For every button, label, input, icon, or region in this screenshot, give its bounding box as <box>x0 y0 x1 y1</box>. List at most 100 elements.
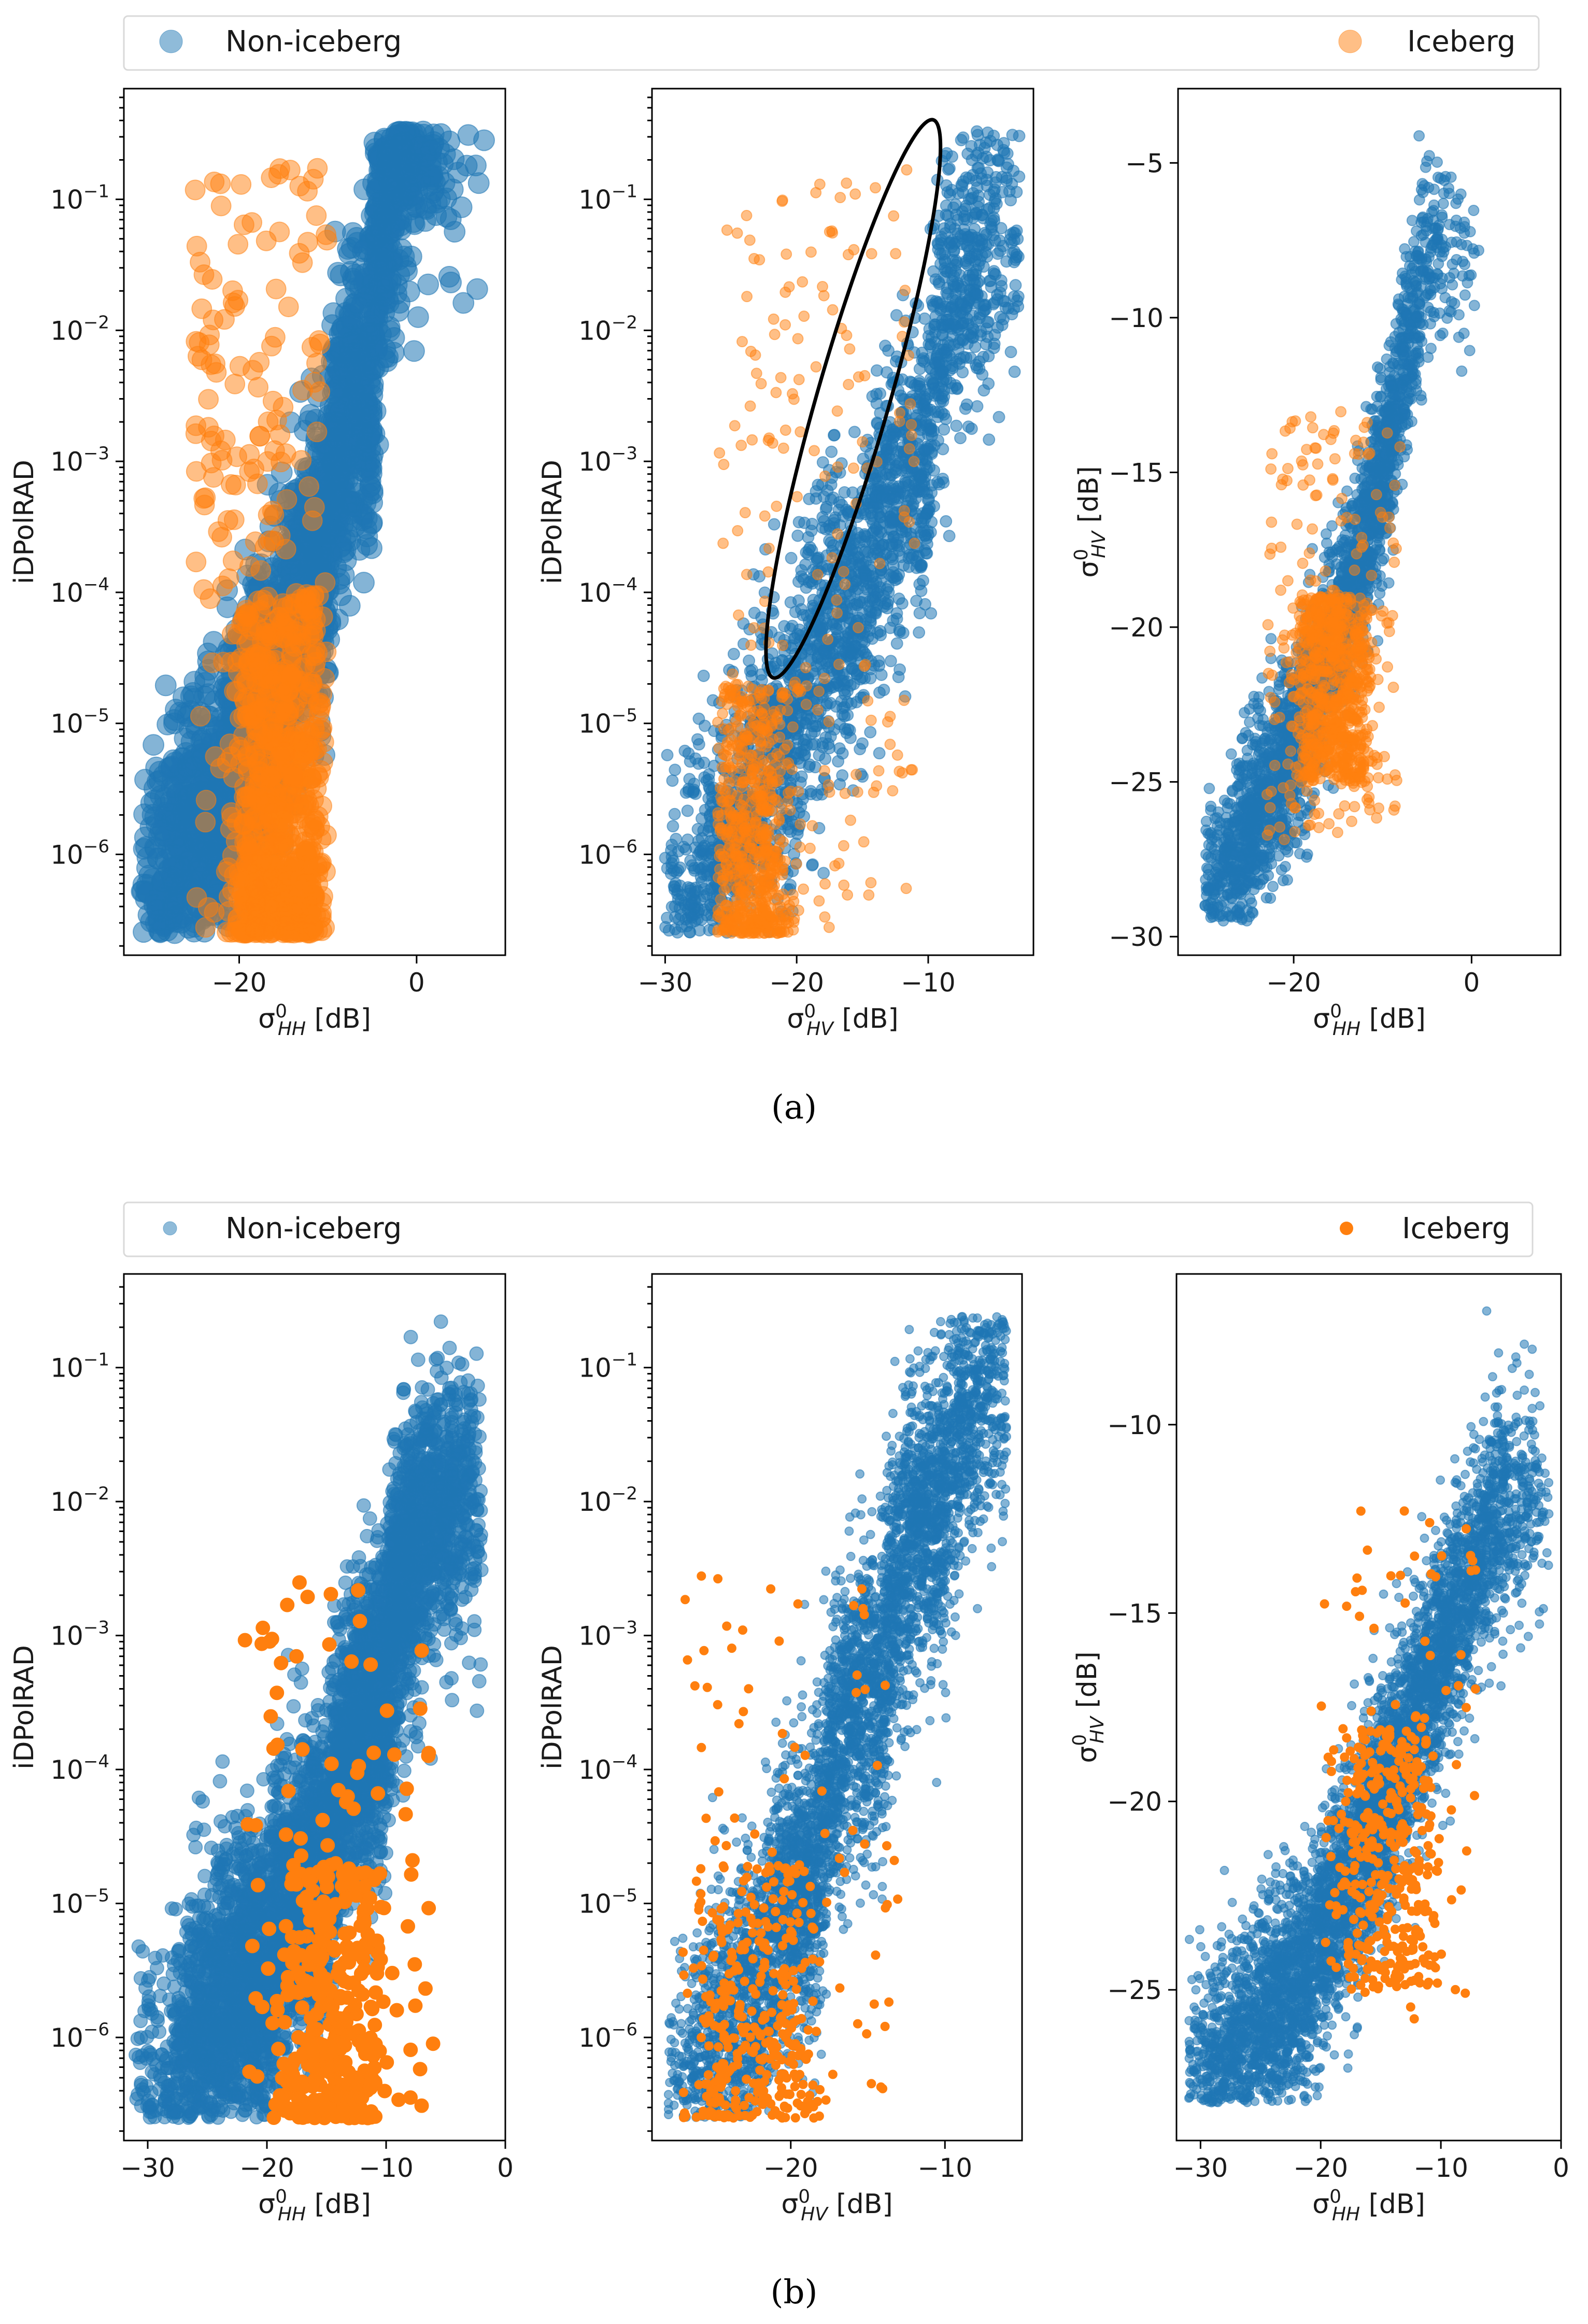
data-point <box>337 392 359 415</box>
data-point <box>281 646 303 667</box>
data-point <box>450 196 473 218</box>
data-point <box>415 145 437 167</box>
data-point <box>785 551 798 564</box>
data-point <box>917 355 930 368</box>
data-point <box>866 390 879 403</box>
data-point <box>943 530 956 543</box>
data-point <box>252 589 274 611</box>
data-point <box>301 645 322 667</box>
data-point <box>361 537 382 559</box>
data-point <box>805 727 818 740</box>
data-point <box>697 670 710 682</box>
data-point <box>361 512 383 534</box>
data-point <box>334 454 356 476</box>
data-point <box>252 724 274 745</box>
data-point <box>237 746 259 768</box>
data-point <box>185 179 206 201</box>
data-point <box>661 912 673 924</box>
data-point <box>256 622 277 644</box>
data-point <box>278 296 299 318</box>
data-point <box>266 409 287 431</box>
data-point <box>403 340 425 362</box>
data-point <box>202 269 223 290</box>
data-point <box>309 692 330 714</box>
data-point <box>894 663 906 676</box>
y-tick-label: 10−1 <box>50 181 109 215</box>
data-point <box>154 674 177 697</box>
data-point <box>306 421 328 443</box>
data-point <box>1008 245 1020 258</box>
data-point <box>263 803 285 825</box>
data-point <box>253 698 275 719</box>
data-point <box>197 897 219 918</box>
data-point <box>217 510 238 531</box>
data-point <box>231 174 252 195</box>
data-point <box>792 575 805 588</box>
data-point <box>983 202 996 215</box>
data-point <box>331 418 353 441</box>
data-point <box>270 745 291 766</box>
legend-marker-iceberg <box>1338 30 1362 53</box>
data-point <box>943 162 956 175</box>
data-point <box>874 629 887 642</box>
data-point <box>789 605 802 618</box>
data-point <box>224 373 246 394</box>
data-point <box>306 205 327 226</box>
data-point <box>158 898 180 920</box>
data-point <box>438 266 460 288</box>
data-point <box>198 389 219 410</box>
data-point <box>222 550 244 572</box>
data-point <box>245 918 265 939</box>
data-point <box>134 826 156 848</box>
data-point <box>264 327 286 348</box>
data-point <box>286 583 307 604</box>
data-point <box>881 366 893 379</box>
data-point <box>417 273 439 295</box>
data-point <box>401 162 423 185</box>
data-point <box>282 765 304 786</box>
y-tick-label: 10−5 <box>50 705 109 739</box>
data-point <box>367 233 390 256</box>
data-point <box>215 429 236 450</box>
data-point <box>234 813 256 834</box>
y-tick-label: 10−3 <box>50 443 109 477</box>
data-point <box>668 807 681 820</box>
scatter-points <box>659 125 1026 939</box>
data-point <box>353 572 375 594</box>
data-point <box>825 445 838 458</box>
data-point <box>280 785 301 806</box>
data-point <box>692 712 705 725</box>
data-point <box>279 693 301 715</box>
data-point <box>669 763 682 776</box>
legend-marker-non-iceberg <box>159 30 183 53</box>
data-point <box>938 423 951 436</box>
data-point <box>203 467 224 488</box>
legend-label-non-iceberg: Non-iceberg <box>225 1212 402 1245</box>
data-point <box>379 251 402 273</box>
data-point <box>151 870 174 892</box>
data-point <box>300 725 321 746</box>
legend-label-non-iceberg: Non-iceberg <box>225 25 402 59</box>
data-point <box>361 335 384 358</box>
data-point <box>204 172 225 192</box>
data-point <box>434 143 456 165</box>
data-point <box>265 278 287 300</box>
data-point <box>1000 172 1013 185</box>
data-point <box>407 306 429 328</box>
data-point <box>286 895 307 916</box>
data-point <box>356 393 378 416</box>
legend-marker-non-iceberg <box>163 1221 177 1236</box>
data-point <box>187 346 208 367</box>
data-point <box>233 214 254 235</box>
y-axis-label: iDPolRAD <box>9 460 40 584</box>
data-point <box>157 713 179 735</box>
data-point <box>316 825 337 846</box>
data-point <box>233 725 254 746</box>
data-point <box>292 252 313 273</box>
y-tick-label: 10−2 <box>50 312 109 346</box>
data-point <box>993 234 1006 247</box>
data-point <box>295 841 316 862</box>
data-point <box>195 487 216 508</box>
plot-a-hh-vs-idpolrad: −20 010−610−510−410−310−210−1σ0 HH [dB]iDP… <box>9 88 506 1040</box>
data-point <box>228 234 249 255</box>
